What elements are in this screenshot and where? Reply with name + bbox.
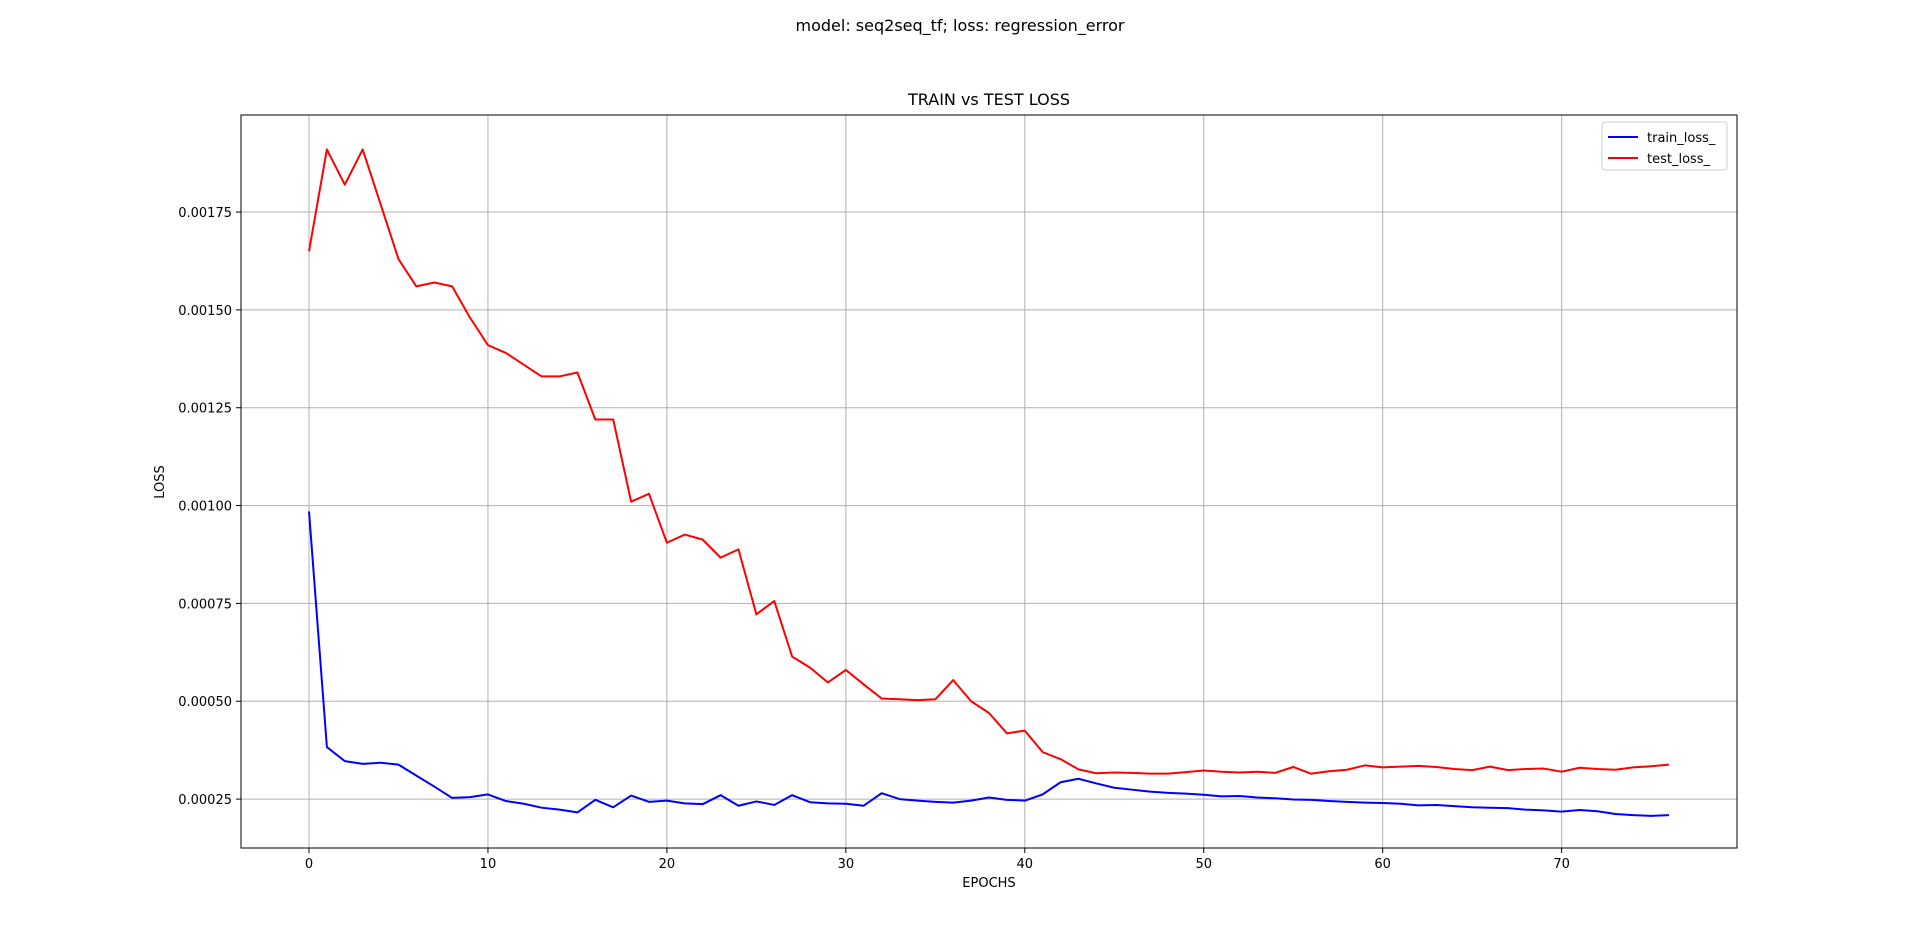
- y-axis: 0.00025 0.00050 0.00075 0.00100 0.00125 0.001…: [178, 206, 241, 808]
- legend: train_loss_ test_loss_: [1601, 121, 1728, 171]
- series-line-train-loss: [308, 511, 1670, 817]
- x-tick-label: 30: [838, 857, 855, 872]
- y-tick-label: 0.00150: [178, 304, 232, 319]
- x-tick-label: 50: [1195, 857, 1212, 872]
- series-line-test-loss: [308, 148, 1670, 775]
- chart-title: TRAIN vs TEST LOSS: [907, 90, 1070, 109]
- y-tick-label: 0.00075: [178, 597, 232, 612]
- x-tick-label: 10: [480, 857, 497, 872]
- grid-lines: [241, 115, 1737, 848]
- x-tick-label: 60: [1374, 857, 1391, 872]
- x-tick-label: 0: [305, 857, 313, 872]
- y-tick-label: 0.00125: [178, 402, 232, 417]
- y-axis-label: LOSS: [153, 465, 168, 499]
- x-tick-label: 20: [659, 857, 676, 872]
- legend-label: test_loss_: [1647, 152, 1711, 167]
- legend-label: train_loss_: [1647, 131, 1716, 146]
- x-axis-label: EPOCHS: [962, 876, 1015, 891]
- figure-suptitle: model: seq2seq_tf; loss: regression_erro…: [795, 16, 1125, 35]
- x-axis: 0 10 20 30 40 50 60 70: [305, 848, 1570, 872]
- plot-frame: [240, 114, 1738, 849]
- y-tick-label: 0.00175: [178, 206, 232, 221]
- y-tick-label: 0.00100: [178, 500, 232, 515]
- y-tick-label: 0.00025: [178, 793, 232, 808]
- series-lines: [308, 148, 1670, 817]
- x-tick-label: 40: [1017, 857, 1034, 872]
- y-tick-label: 0.00050: [178, 695, 232, 710]
- x-tick-label: 70: [1553, 857, 1570, 872]
